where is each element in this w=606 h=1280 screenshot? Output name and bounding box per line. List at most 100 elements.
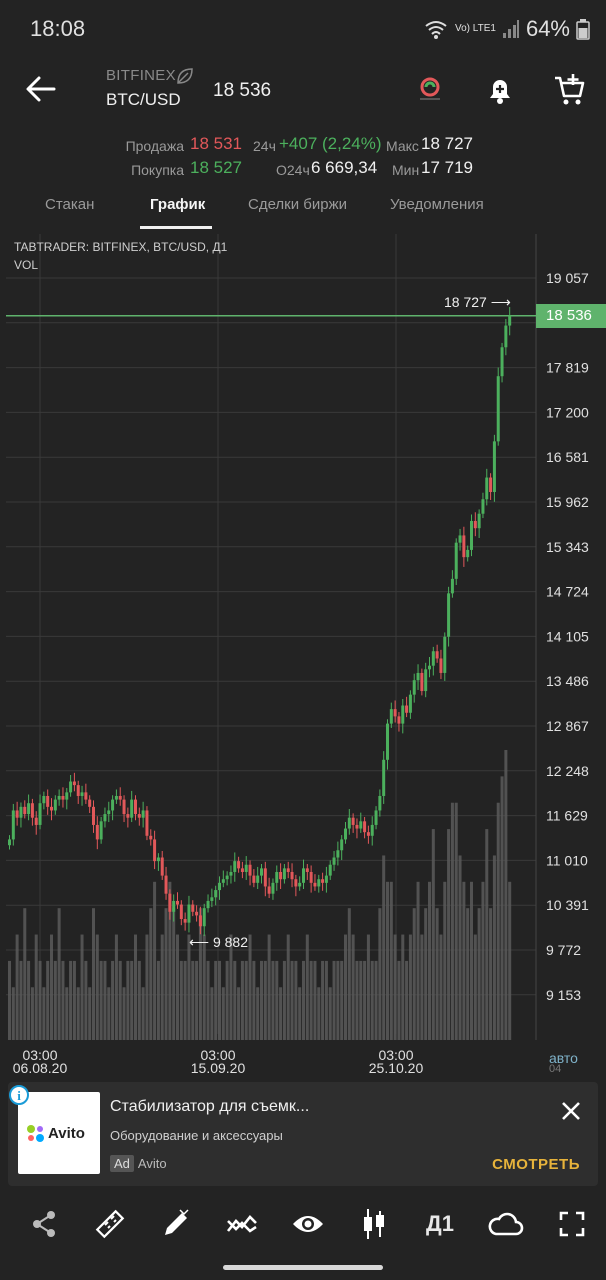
- timeframe-button[interactable]: Д1: [426, 1211, 454, 1236]
- volume-bar: [46, 960, 50, 1040]
- tab-chart[interactable]: График: [150, 196, 206, 213]
- volume-bar: [344, 934, 347, 1040]
- volume-bar: [210, 987, 214, 1040]
- volume-bar: [508, 881, 512, 1040]
- y-tick-label: 9 153: [546, 987, 581, 1003]
- candle-body: [76, 785, 80, 796]
- candle-body: [302, 868, 305, 883]
- auto-scale-button[interactable]: авто: [549, 1050, 578, 1066]
- volume-bar: [214, 960, 218, 1040]
- volume-bar: [305, 934, 309, 1040]
- volume-bar: [382, 855, 386, 1040]
- volume-bar: [275, 960, 279, 1040]
- volume-bar: [267, 934, 271, 1040]
- candles: [8, 307, 512, 937]
- candle-body: [168, 893, 172, 912]
- candle-body: [347, 817, 351, 829]
- close-icon[interactable]: [560, 1100, 582, 1122]
- tab-orderbook[interactable]: Стакан: [45, 196, 95, 213]
- current-price-tag: 18 536: [536, 304, 606, 328]
- volume-bar: [164, 908, 168, 1040]
- volume-bar: [15, 934, 19, 1040]
- volume-bar: [279, 987, 283, 1040]
- volume-bar: [198, 908, 202, 1040]
- candle-body: [298, 882, 302, 887]
- candle-body: [271, 882, 275, 894]
- candle-body: [485, 477, 489, 500]
- ad-title[interactable]: Стабилизатор для съемк...: [110, 1098, 310, 1115]
- volume-bar: [298, 987, 302, 1040]
- candle-body: [176, 900, 179, 905]
- volume-bar: [134, 934, 137, 1040]
- pair-name[interactable]: BTC/USD: [106, 90, 181, 109]
- chart-type-button[interactable]: [350, 1200, 398, 1248]
- candle-body: [114, 795, 118, 800]
- change-value: +407 (2,24%): [279, 134, 382, 153]
- volume-bar: [114, 934, 118, 1040]
- info-icon[interactable]: i: [8, 1084, 30, 1106]
- signal-icon: [502, 20, 519, 38]
- share-button[interactable]: [20, 1200, 68, 1248]
- add-to-portfolio-button[interactable]: [552, 72, 588, 108]
- volume-indicator-label: VOL: [14, 258, 39, 272]
- y-tick-label: 19 057: [546, 270, 589, 286]
- exchange-name: BITFINEX: [106, 67, 176, 84]
- candle-body: [401, 705, 405, 724]
- volume-bar: [347, 908, 351, 1040]
- volume-bar: [313, 960, 317, 1040]
- indicators-button[interactable]: [218, 1200, 266, 1248]
- visibility-button[interactable]: [284, 1200, 332, 1248]
- candle-body: [80, 792, 84, 796]
- volume-bar: [84, 960, 88, 1040]
- volume-bar: [172, 908, 176, 1040]
- volume-bar: [137, 960, 141, 1040]
- candle-body: [15, 810, 19, 818]
- candle-body: [172, 900, 176, 912]
- ad-banner[interactable]: Avito i Стабилизатор для съемк... Оборуд…: [8, 1082, 598, 1186]
- back-button[interactable]: [24, 74, 58, 104]
- candle-body: [53, 799, 57, 811]
- candle-body: [50, 806, 53, 811]
- tab-trades[interactable]: Сделки биржи: [248, 196, 348, 213]
- candle-body: [481, 499, 485, 514]
- max-value: 18 727: [421, 134, 473, 153]
- y-tick-label: 11 629: [546, 808, 588, 824]
- current-price-tag-value: 18 536: [546, 307, 592, 324]
- y-tick-label: 11 010: [546, 852, 588, 868]
- candle-body: [405, 705, 409, 713]
- volume-bar: [202, 934, 206, 1040]
- candle-body: [504, 325, 508, 348]
- fullscreen-button[interactable]: [548, 1200, 596, 1248]
- candle-body: [69, 781, 73, 793]
- candle-body: [149, 835, 153, 840]
- volume-bar: [363, 960, 367, 1040]
- volume-bar: [504, 750, 508, 1040]
- volume-bar: [431, 829, 435, 1040]
- candle-body: [23, 806, 27, 815]
- candle-body: [492, 441, 496, 493]
- add-alert-button[interactable]: [482, 72, 518, 108]
- candle-body: [156, 857, 160, 862]
- candle-body: [450, 578, 454, 594]
- battery-icon: [576, 19, 590, 40]
- candle-body: [508, 315, 512, 326]
- volume-bar: [294, 960, 298, 1040]
- tab-alerts[interactable]: Уведомления: [390, 196, 484, 213]
- ruler-button[interactable]: [86, 1200, 134, 1248]
- candle-body: [359, 821, 363, 829]
- volume-bar: [466, 908, 470, 1040]
- ad-cta-button[interactable]: СМОТРЕТЬ: [492, 1156, 580, 1173]
- candle-body: [294, 879, 298, 887]
- cloud-button[interactable]: [482, 1200, 530, 1248]
- volume-bar: [19, 960, 23, 1040]
- x-tick-time: 03:00: [378, 1047, 413, 1063]
- draw-button[interactable]: [152, 1200, 200, 1248]
- ad-logo[interactable]: Avito: [18, 1092, 100, 1174]
- candle-body: [305, 868, 309, 872]
- candle-body: [61, 795, 65, 800]
- exchange-logo-button[interactable]: [416, 76, 444, 104]
- volume-bar: [458, 855, 462, 1040]
- volume-bar: [500, 776, 504, 1040]
